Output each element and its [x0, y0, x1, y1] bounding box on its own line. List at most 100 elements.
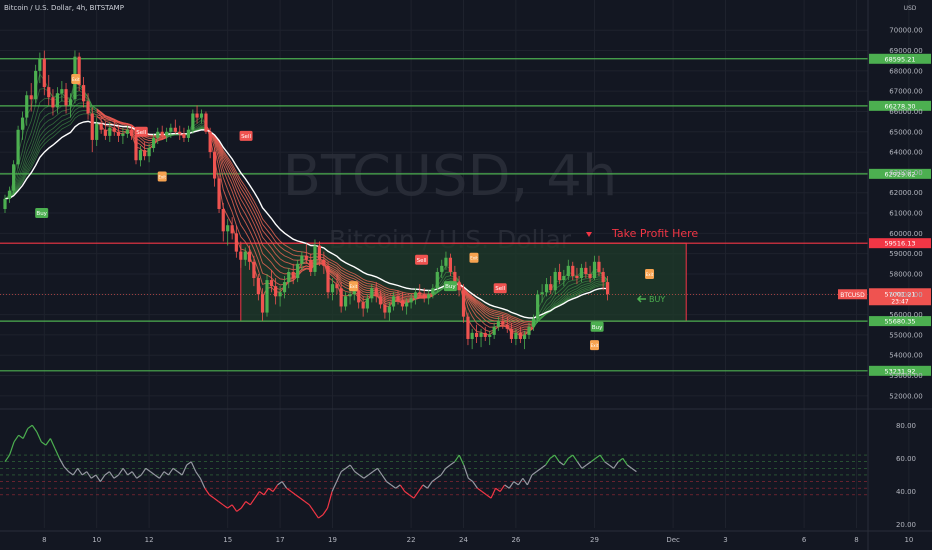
- ribbon-bear-segment: [275, 267, 281, 273]
- candle-body: [391, 296, 396, 307]
- rsi-segment: [549, 454, 556, 459]
- rsi-segment: [186, 461, 192, 466]
- ribbon-bear-segment: [105, 125, 110, 127]
- ribbon-bear-segment: [275, 260, 281, 266]
- candle-body: [29, 95, 33, 100]
- ribbon-bear-segment: [358, 285, 364, 290]
- ribbon-bear-segment: [480, 312, 486, 317]
- ribbon-bear-segment: [244, 241, 250, 249]
- rsi-segment: [499, 484, 506, 492]
- ribbon-bear-segment: [476, 299, 482, 304]
- ribbon-bear-segment: [266, 266, 272, 271]
- ribbon-bear-segment: [507, 316, 512, 321]
- signals: Buy Sell Sell Sell Sell Buy Buy Exit Exit Exit Exi…: [35, 73, 655, 351]
- rsi-segment: [286, 487, 292, 493]
- ribbon-bear-segment: [494, 315, 499, 317]
- ribbon-bear-segment: [463, 287, 469, 294]
- candle-body: [544, 284, 549, 293]
- level-price-label: 66278.30: [884, 102, 915, 110]
- ribbon-bear-segment: [507, 320, 512, 324]
- rsi-segment: [436, 474, 442, 479]
- level-price-label: 62929.62: [884, 170, 915, 178]
- y-tick-label: 65000.00: [889, 128, 922, 136]
- rsi-segment: [199, 478, 206, 489]
- ribbon-bear-segment: [484, 319, 490, 324]
- ribbon-bear-segment: [515, 319, 521, 322]
- signal-tag: [645, 268, 655, 279]
- rsi-segment: [86, 471, 92, 479]
- rsi-segment: [513, 481, 519, 486]
- ribbon-bear-segment: [222, 156, 229, 166]
- candle-body: [322, 259, 326, 266]
- candle-body: [25, 95, 29, 118]
- ribbon-bear-segment: [240, 183, 246, 191]
- rsi-tick-label: 20.00: [896, 521, 916, 529]
- ribbon-bear-segment: [227, 180, 233, 192]
- ribbon-bear-segment: [476, 311, 482, 317]
- candle-body: [178, 131, 182, 134]
- ribbon-bear-segment: [306, 252, 311, 255]
- ribbon-bear-segment: [384, 299, 390, 302]
- candle-body: [186, 129, 190, 138]
- signal-tag: [71, 73, 81, 84]
- ribbon-bear-segment: [284, 249, 289, 253]
- rsi-segment: [213, 497, 219, 502]
- candle-body: [475, 332, 479, 337]
- rsi-segment: [299, 497, 306, 502]
- ribbon-bear-segment: [301, 265, 307, 268]
- level-price-label: 68595.21: [884, 55, 915, 63]
- candle-body: [60, 89, 64, 94]
- ribbon-bear-segment: [275, 253, 281, 260]
- ribbon-bear-segment: [498, 312, 503, 315]
- ribbon-bear-segment: [275, 235, 281, 242]
- y-tick-label: 52000.00: [889, 392, 922, 400]
- ribbon-bear-segment: [279, 246, 285, 251]
- ribbon-bear-segment: [144, 141, 150, 144]
- ribbon-bear-segment: [257, 209, 263, 220]
- candle-body: [300, 255, 304, 264]
- candle-body: [313, 245, 317, 272]
- candle-body: [409, 298, 413, 303]
- ribbon-bear-segment: [384, 302, 390, 305]
- ribbon-bear-segment: [157, 139, 163, 142]
- rsi-segment: [536, 467, 542, 473]
- rsi-segment: [581, 464, 587, 469]
- ribbon-bear-segment: [301, 267, 307, 271]
- candle-body: [553, 271, 557, 291]
- ribbon-bear-segment: [105, 117, 110, 120]
- rsi-segment: [368, 471, 374, 476]
- rsi-tick-label: 60.00: [896, 455, 916, 463]
- candle-body: [378, 296, 383, 305]
- candle-body: [108, 127, 112, 136]
- rsi-segment: [240, 501, 247, 509]
- ribbon-bear-segment: [214, 137, 220, 149]
- rsi-segment: [567, 454, 574, 459]
- ribbon-bear-segment: [511, 324, 517, 328]
- ribbon-bear-segment: [485, 324, 490, 328]
- ribbon-bear-segment: [253, 200, 259, 210]
- candle-body: [348, 294, 352, 297]
- ribbon-bear-segment: [489, 310, 495, 313]
- rsi-segment: [481, 491, 487, 496]
- ribbon-bear-segment: [349, 277, 355, 280]
- rsi-segment: [304, 501, 310, 506]
- ribbon-bear-segment: [358, 283, 364, 288]
- ribbon-bear-segment: [507, 313, 512, 317]
- signal-tag: [493, 283, 507, 294]
- ribbon-bear-segment: [105, 119, 110, 121]
- level-price-tag: [869, 365, 931, 376]
- ribbon-bear-segment: [489, 319, 495, 322]
- ribbon-bear-segment: [249, 238, 255, 250]
- ribbon-bear-segment: [227, 165, 233, 175]
- ribbon-bear-segment: [109, 117, 115, 120]
- candle-body: [143, 150, 147, 157]
- ribbon-bear-segment: [288, 246, 294, 251]
- candle-body: [374, 288, 378, 297]
- ribbon-bear-segment: [480, 326, 486, 331]
- ribbon-bear-segment: [362, 281, 368, 284]
- candle-body: [601, 271, 605, 283]
- ribbon-bear-segment: [515, 320, 521, 324]
- candle-body: [330, 284, 335, 293]
- ribbon-bear-segment: [384, 293, 390, 296]
